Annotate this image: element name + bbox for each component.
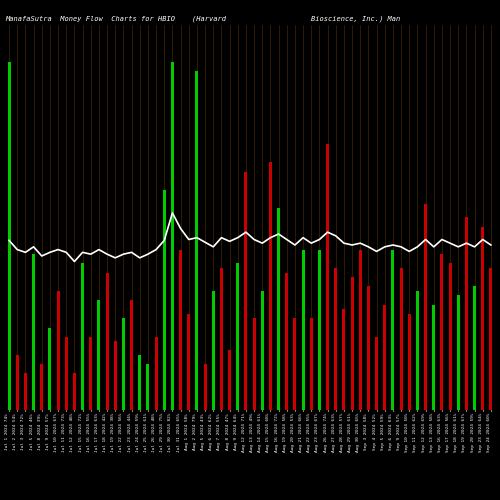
Bar bbox=[350, 277, 354, 410]
Bar bbox=[359, 250, 362, 410]
Bar bbox=[106, 272, 108, 410]
Bar bbox=[269, 162, 272, 410]
Bar bbox=[432, 304, 435, 410]
Bar bbox=[81, 264, 84, 410]
Bar bbox=[204, 364, 206, 410]
Bar bbox=[384, 304, 386, 410]
Bar bbox=[440, 254, 444, 410]
Bar bbox=[367, 286, 370, 410]
Bar bbox=[244, 172, 248, 410]
Bar bbox=[252, 318, 256, 410]
Bar bbox=[73, 374, 76, 410]
Bar bbox=[48, 328, 51, 410]
Bar bbox=[228, 350, 231, 410]
Bar bbox=[473, 286, 476, 410]
Bar bbox=[277, 208, 280, 410]
Bar bbox=[146, 364, 150, 410]
Bar bbox=[122, 318, 125, 410]
Bar bbox=[448, 264, 452, 410]
Bar bbox=[465, 218, 468, 410]
Bar bbox=[286, 272, 288, 410]
Bar bbox=[24, 374, 27, 410]
Bar bbox=[179, 250, 182, 410]
Bar bbox=[302, 250, 304, 410]
Bar bbox=[90, 336, 92, 410]
Bar bbox=[16, 355, 18, 410]
Bar bbox=[400, 268, 402, 410]
Bar bbox=[334, 268, 337, 410]
Bar bbox=[482, 226, 484, 410]
Bar bbox=[212, 291, 214, 410]
Bar bbox=[261, 291, 264, 410]
Bar bbox=[326, 144, 329, 410]
Bar bbox=[310, 318, 312, 410]
Bar bbox=[56, 291, 59, 410]
Bar bbox=[114, 342, 116, 410]
Bar bbox=[196, 71, 198, 410]
Bar bbox=[32, 254, 35, 410]
Bar bbox=[490, 268, 492, 410]
Bar bbox=[416, 291, 419, 410]
Bar bbox=[188, 314, 190, 410]
Bar bbox=[98, 300, 100, 410]
Bar bbox=[236, 264, 239, 410]
Bar bbox=[138, 355, 141, 410]
Text: ManafaSutra  Money Flow  Charts for HBIO    (Harvard                    Bioscien: ManafaSutra Money Flow Charts for HBIO (… bbox=[5, 16, 400, 22]
Bar bbox=[294, 318, 296, 410]
Bar bbox=[40, 364, 43, 410]
Bar bbox=[65, 336, 68, 410]
Bar bbox=[154, 336, 158, 410]
Bar bbox=[424, 204, 427, 410]
Bar bbox=[130, 300, 133, 410]
Bar bbox=[318, 250, 321, 410]
Bar bbox=[8, 62, 10, 410]
Bar bbox=[171, 62, 174, 410]
Bar bbox=[408, 314, 410, 410]
Bar bbox=[375, 336, 378, 410]
Bar bbox=[392, 250, 394, 410]
Bar bbox=[457, 296, 460, 410]
Bar bbox=[163, 190, 166, 410]
Bar bbox=[342, 309, 345, 410]
Bar bbox=[220, 268, 223, 410]
